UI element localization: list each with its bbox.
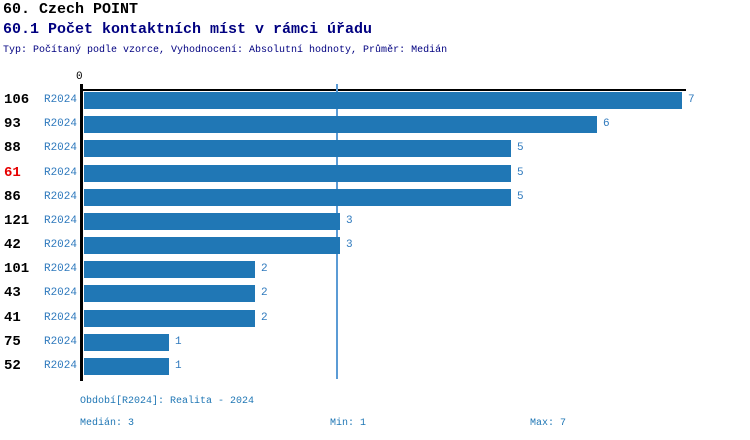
bar-value-label: 2 — [261, 263, 268, 275]
report-meta-line: Typ: Počítaný podle vzorce, Vyhodnocení:… — [3, 45, 448, 56]
bar-value-label: 2 — [261, 312, 268, 324]
footer-max: Max: 7 — [530, 418, 567, 429]
bar-value-label: 5 — [517, 142, 524, 154]
row-category-label: 101 — [4, 261, 30, 277]
row-category-label: 88 — [4, 140, 21, 156]
chart-row: 42 R2024 3 — [0, 237, 750, 254]
bar-value-label: 1 — [175, 360, 182, 372]
row-category-label: 75 — [4, 334, 21, 350]
row-series-label: R2024 — [43, 239, 77, 251]
bar-value-label: 1 — [175, 336, 182, 348]
chart-row: 75 R2024 1 — [0, 334, 750, 351]
chart-row: 93 R2024 6 — [0, 116, 750, 133]
bar — [84, 116, 597, 133]
bar-value-label: 5 — [517, 191, 524, 203]
row-series-label: R2024 — [43, 142, 77, 154]
bar — [84, 358, 169, 375]
row-series-label: R2024 — [43, 263, 77, 275]
row-category-label: 93 — [4, 116, 21, 132]
row-category-label: 86 — [4, 189, 21, 205]
row-category-label: 106 — [4, 92, 30, 108]
chart-row: 88 R2024 5 — [0, 140, 750, 157]
row-series-label: R2024 — [43, 118, 77, 130]
bar-value-label: 7 — [688, 94, 695, 106]
row-series-label: R2024 — [43, 360, 77, 372]
row-category-label: 61 — [4, 165, 21, 181]
row-category-label: 43 — [4, 285, 21, 301]
y-axis-line — [80, 84, 83, 381]
chart-row: 101 R2024 2 — [0, 261, 750, 278]
chart-row: 86 R2024 5 — [0, 189, 750, 206]
bar-value-label: 3 — [346, 239, 353, 251]
row-category-label: 41 — [4, 310, 21, 326]
bar — [84, 165, 511, 182]
bar-value-label: 6 — [603, 118, 610, 130]
row-series-label: R2024 — [43, 312, 77, 324]
bar — [84, 237, 340, 254]
bar — [84, 310, 255, 327]
chart-row: 121 R2024 3 — [0, 213, 750, 230]
bar — [84, 189, 511, 206]
bar — [84, 285, 255, 302]
row-series-label: R2024 — [43, 336, 77, 348]
bar — [84, 213, 340, 230]
row-series-label: R2024 — [43, 287, 77, 299]
report-title: 60. Czech POINT — [3, 1, 139, 18]
bar — [84, 261, 255, 278]
axis-zero-tick-label: 0 — [76, 71, 83, 83]
footer-min: Min: 1 — [330, 418, 367, 429]
row-category-label: 52 — [4, 358, 21, 374]
row-series-label: R2024 — [43, 191, 77, 203]
bar-value-label: 5 — [517, 167, 524, 179]
x-axis-line — [80, 89, 686, 91]
chart-row: 61 R2024 5 — [0, 165, 750, 182]
bar — [84, 140, 511, 157]
row-category-label: 121 — [4, 213, 30, 229]
bar-value-label: 3 — [346, 215, 353, 227]
bar — [84, 92, 682, 109]
chart-row: 52 R2024 1 — [0, 358, 750, 375]
report-subtitle: 60.1 Počet kontaktních míst v rámci úřad… — [3, 21, 373, 38]
bar-value-label: 2 — [261, 287, 268, 299]
chart-row: 106 R2024 7 — [0, 92, 750, 109]
row-category-label: 42 — [4, 237, 21, 253]
row-series-label: R2024 — [43, 94, 77, 106]
row-series-label: R2024 — [43, 167, 77, 179]
bar — [84, 334, 169, 351]
chart-row: 43 R2024 2 — [0, 285, 750, 302]
footer-median: Medián: 3 — [80, 418, 135, 429]
median-gridline — [336, 84, 338, 379]
row-series-label: R2024 — [43, 215, 77, 227]
chart-row: 41 R2024 2 — [0, 310, 750, 327]
footer-period: Období[R2024]: Realita - 2024 — [80, 396, 255, 407]
